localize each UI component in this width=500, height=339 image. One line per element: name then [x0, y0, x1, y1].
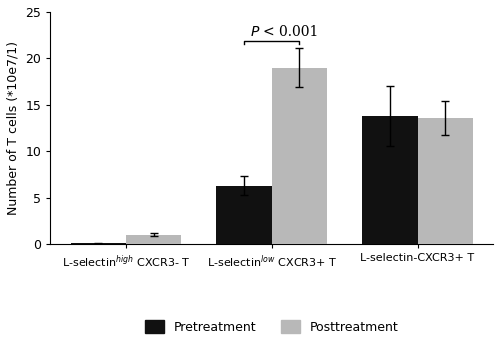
Legend: Pretreatment, Posttreatment: Pretreatment, Posttreatment [145, 320, 399, 334]
Y-axis label: Number of T cells (*10e7/1): Number of T cells (*10e7/1) [7, 41, 20, 215]
Bar [216, 185, 272, 244]
Bar [418, 118, 473, 244]
Bar [272, 68, 327, 244]
Text: $P$: $P$ [250, 25, 260, 39]
Text: < 0.001: < 0.001 [263, 25, 318, 39]
Bar [362, 116, 418, 244]
Bar [70, 243, 126, 244]
Bar [126, 235, 182, 244]
